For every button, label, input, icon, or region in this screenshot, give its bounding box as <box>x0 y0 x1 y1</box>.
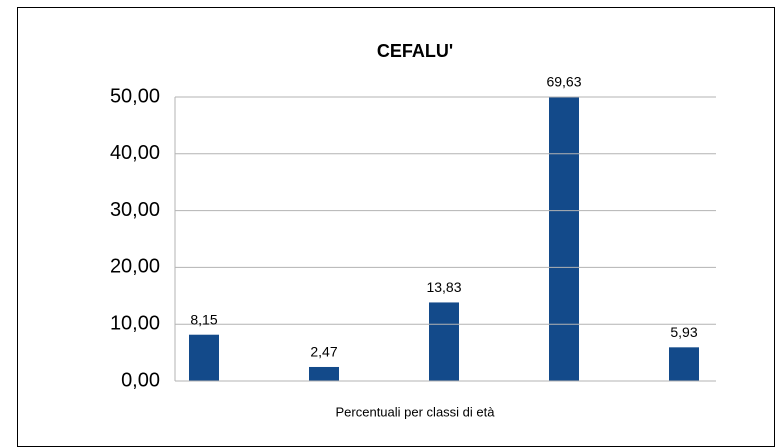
y-tick-label: 40,00 <box>110 142 160 164</box>
value-label: 2,47 <box>310 344 337 360</box>
bar <box>189 334 219 381</box>
y-tick-label: 20,00 <box>110 256 160 278</box>
bar <box>669 347 699 381</box>
bar <box>549 97 579 381</box>
chart-frame <box>17 7 775 447</box>
y-tick-label: 10,00 <box>110 312 160 334</box>
plot-area <box>189 97 699 381</box>
value-label: 13,83 <box>426 279 461 295</box>
value-label: 69,63 <box>546 74 581 90</box>
y-tick-label: 50,00 <box>110 85 160 107</box>
value-label: 8,15 <box>190 311 217 327</box>
bar <box>309 366 339 381</box>
value-label: 5,93 <box>670 324 697 340</box>
x-axis-label: Percentuali per classi di età <box>336 404 496 419</box>
y-tick-label: 30,00 <box>110 199 160 221</box>
bar <box>429 302 459 381</box>
y-tick-label: 0,00 <box>121 369 160 391</box>
chart-title: CEFALU' <box>377 41 453 61</box>
